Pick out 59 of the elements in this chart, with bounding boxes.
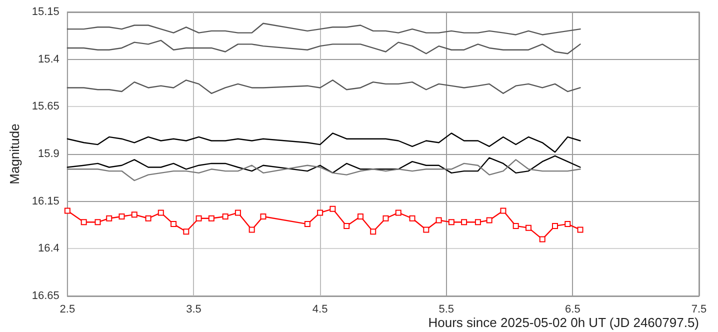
y-tick-label: 15.4	[38, 53, 60, 66]
point	[183, 228, 190, 235]
line-series	[66, 22, 581, 36]
point	[448, 219, 454, 226]
x-tick-label: 6.5	[565, 304, 580, 316]
point	[423, 226, 430, 233]
point	[208, 215, 214, 222]
point	[564, 221, 571, 228]
x-tick-label: 3.5	[186, 304, 202, 316]
x-tick-label: 2.5	[60, 304, 76, 316]
x-tick-label: 7.5	[691, 304, 707, 316]
point	[94, 219, 101, 226]
point	[344, 222, 350, 229]
point	[118, 213, 125, 220]
line-series	[66, 132, 581, 153]
point	[196, 215, 202, 222]
point	[461, 219, 468, 226]
y-tick-label: 16.15	[32, 195, 60, 208]
y-tick-label: 16.65	[32, 290, 60, 302]
point	[304, 221, 310, 228]
point	[395, 210, 402, 216]
point	[539, 236, 546, 242]
point	[512, 222, 519, 229]
x-tick-label: 5.5	[438, 304, 454, 316]
y-tick-label: 15.15	[32, 6, 60, 18]
point	[474, 219, 481, 226]
point	[436, 217, 442, 224]
line-series	[66, 40, 581, 54]
point	[234, 210, 241, 216]
point	[330, 206, 336, 212]
point	[158, 210, 164, 216]
point	[131, 212, 138, 218]
line-series	[66, 155, 581, 174]
point	[486, 217, 492, 224]
point	[80, 219, 87, 226]
y-tick-label: 15.65	[32, 100, 60, 113]
point	[409, 215, 416, 222]
point	[248, 226, 255, 233]
point	[525, 224, 532, 231]
y-tick-label: 16.4	[38, 242, 60, 255]
point	[500, 208, 506, 214]
point	[370, 228, 376, 235]
x-tick-label: 4.5	[312, 304, 328, 316]
point	[382, 215, 389, 222]
x-axis-title: Hours since 2025-05-02 0h UT (JD 2460797.5)	[428, 315, 699, 330]
point	[317, 210, 324, 216]
y-tick-label: 15.9	[38, 148, 60, 160]
line-series	[66, 80, 581, 94]
point	[145, 215, 152, 222]
point	[552, 222, 558, 229]
point	[222, 213, 228, 220]
y-axis-title: Magnitude	[7, 124, 22, 184]
point	[577, 226, 584, 233]
point	[106, 215, 112, 222]
point	[64, 208, 70, 214]
point	[170, 221, 177, 228]
line-series	[66, 159, 581, 182]
point	[357, 213, 364, 220]
point	[260, 213, 266, 220]
